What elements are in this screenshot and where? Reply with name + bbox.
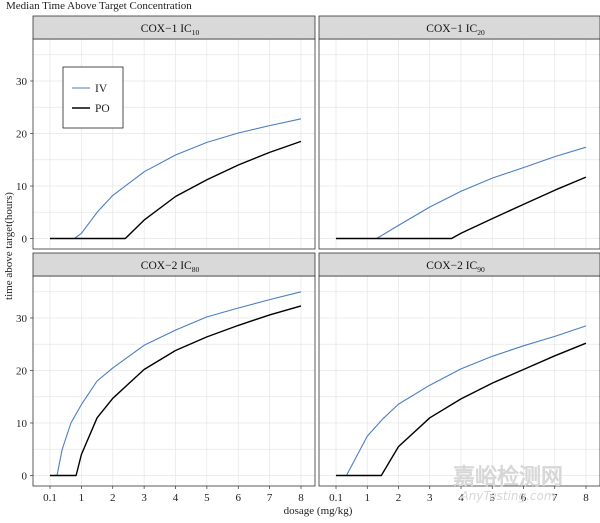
legend: IV PO: [62, 66, 124, 129]
x-tick-label: 7: [267, 492, 273, 504]
strip-label-subscript: 10: [192, 28, 200, 37]
x-tick-label: 3: [427, 492, 433, 504]
strip-label-main: COX−2 IC: [141, 260, 192, 272]
strip-label: COX−2 IC80: [141, 260, 200, 274]
gridlines: [33, 276, 315, 486]
strip-label: COX−1 IC20: [426, 23, 485, 37]
panel-background: [319, 39, 600, 249]
gridlines: [319, 276, 600, 486]
watermark-en: AnyTesting.com: [459, 489, 555, 503]
x-tick-label: 0.1: [43, 492, 57, 504]
strip-label: COX−2 IC90: [426, 260, 485, 274]
y-tick-label: 10: [16, 181, 28, 193]
y-tick-label: 30: [16, 313, 28, 325]
strip-header: [318, 252, 600, 277]
x-tick-label: 6: [236, 492, 242, 504]
x-tick-label: 4: [458, 492, 464, 504]
strip-label-subscript: 20: [477, 28, 485, 37]
panel-background: [319, 276, 600, 486]
series-iv-line: [336, 325, 587, 477]
x-tick-label: 5: [204, 492, 210, 504]
watermark-cn: 嘉峪检测网: [453, 464, 563, 490]
x-tick-label: 7: [552, 492, 558, 504]
x-tick-label: 2: [396, 492, 402, 504]
chart-title: Median Time Above Target Concentration: [6, 0, 192, 12]
series-po-line: [336, 342, 587, 477]
panel-4: COX−2 IC90 0.1 1 2 3 4 5 6 7 8: [318, 252, 600, 504]
panel-3: COX−2 IC80 0 10 20 30 0.1 1 2 3 4 5 6 7 8: [16, 252, 316, 504]
y-tick-label: 20: [16, 366, 28, 378]
y-tick-label: 0: [22, 234, 28, 246]
strip-label-main: COX−2 IC: [426, 260, 477, 272]
x-tick-label: 8: [298, 492, 304, 504]
x-tick-label: 1: [79, 492, 85, 504]
panel-background: [33, 276, 315, 486]
x-tick-label: 3: [141, 492, 147, 504]
panel-2: COX−1 IC20: [318, 15, 600, 250]
strip-header: [32, 252, 316, 277]
legend-label-iv: IV: [95, 83, 108, 95]
x-tick-label: 0.1: [329, 492, 343, 504]
watermark: 嘉峪检测网 AnyTesting.com: [453, 464, 563, 503]
series-po-line: [336, 176, 587, 240]
strip-label-main: COX−1 IC: [426, 23, 477, 35]
strip-label: COX−1 IC10: [141, 23, 200, 37]
series-po-line: [50, 305, 302, 477]
y-tick-label: 20: [16, 129, 28, 141]
y-axis-label: time above target(hours): [3, 192, 15, 300]
legend-label-po: PO: [95, 103, 110, 115]
strip-label-subscript: 80: [192, 265, 200, 274]
x-tick-label: 2: [110, 492, 116, 504]
series-iv-line: [50, 291, 302, 477]
x-tick-label: 5: [490, 492, 496, 504]
y-tick-label: 30: [16, 76, 28, 88]
x-tick-label: 6: [521, 492, 527, 504]
strip-label-subscript: 90: [477, 265, 485, 274]
strip-label-main: COX−1 IC: [141, 23, 192, 35]
x-axis-label: dosage (mg/kg): [284, 505, 353, 517]
strip-header: [32, 15, 316, 40]
series-po-line: [50, 140, 302, 240]
legend-box: [62, 66, 124, 129]
x-tick-label: 8: [583, 492, 589, 504]
y-tick-label: 10: [16, 418, 28, 430]
x-tick-label: 1: [365, 492, 371, 504]
x-tick-label: 4: [173, 492, 179, 504]
strip-header: [318, 15, 600, 40]
y-tick-label: 0: [22, 471, 28, 483]
